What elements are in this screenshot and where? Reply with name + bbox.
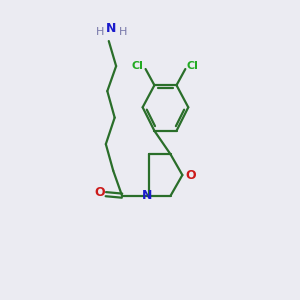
Text: H: H bbox=[96, 27, 104, 37]
Text: O: O bbox=[185, 169, 196, 182]
Text: N: N bbox=[106, 22, 116, 35]
Text: Cl: Cl bbox=[131, 61, 143, 71]
Text: H: H bbox=[119, 27, 128, 37]
Text: N: N bbox=[142, 189, 152, 202]
Text: Cl: Cl bbox=[187, 61, 199, 71]
Text: O: O bbox=[94, 186, 105, 199]
